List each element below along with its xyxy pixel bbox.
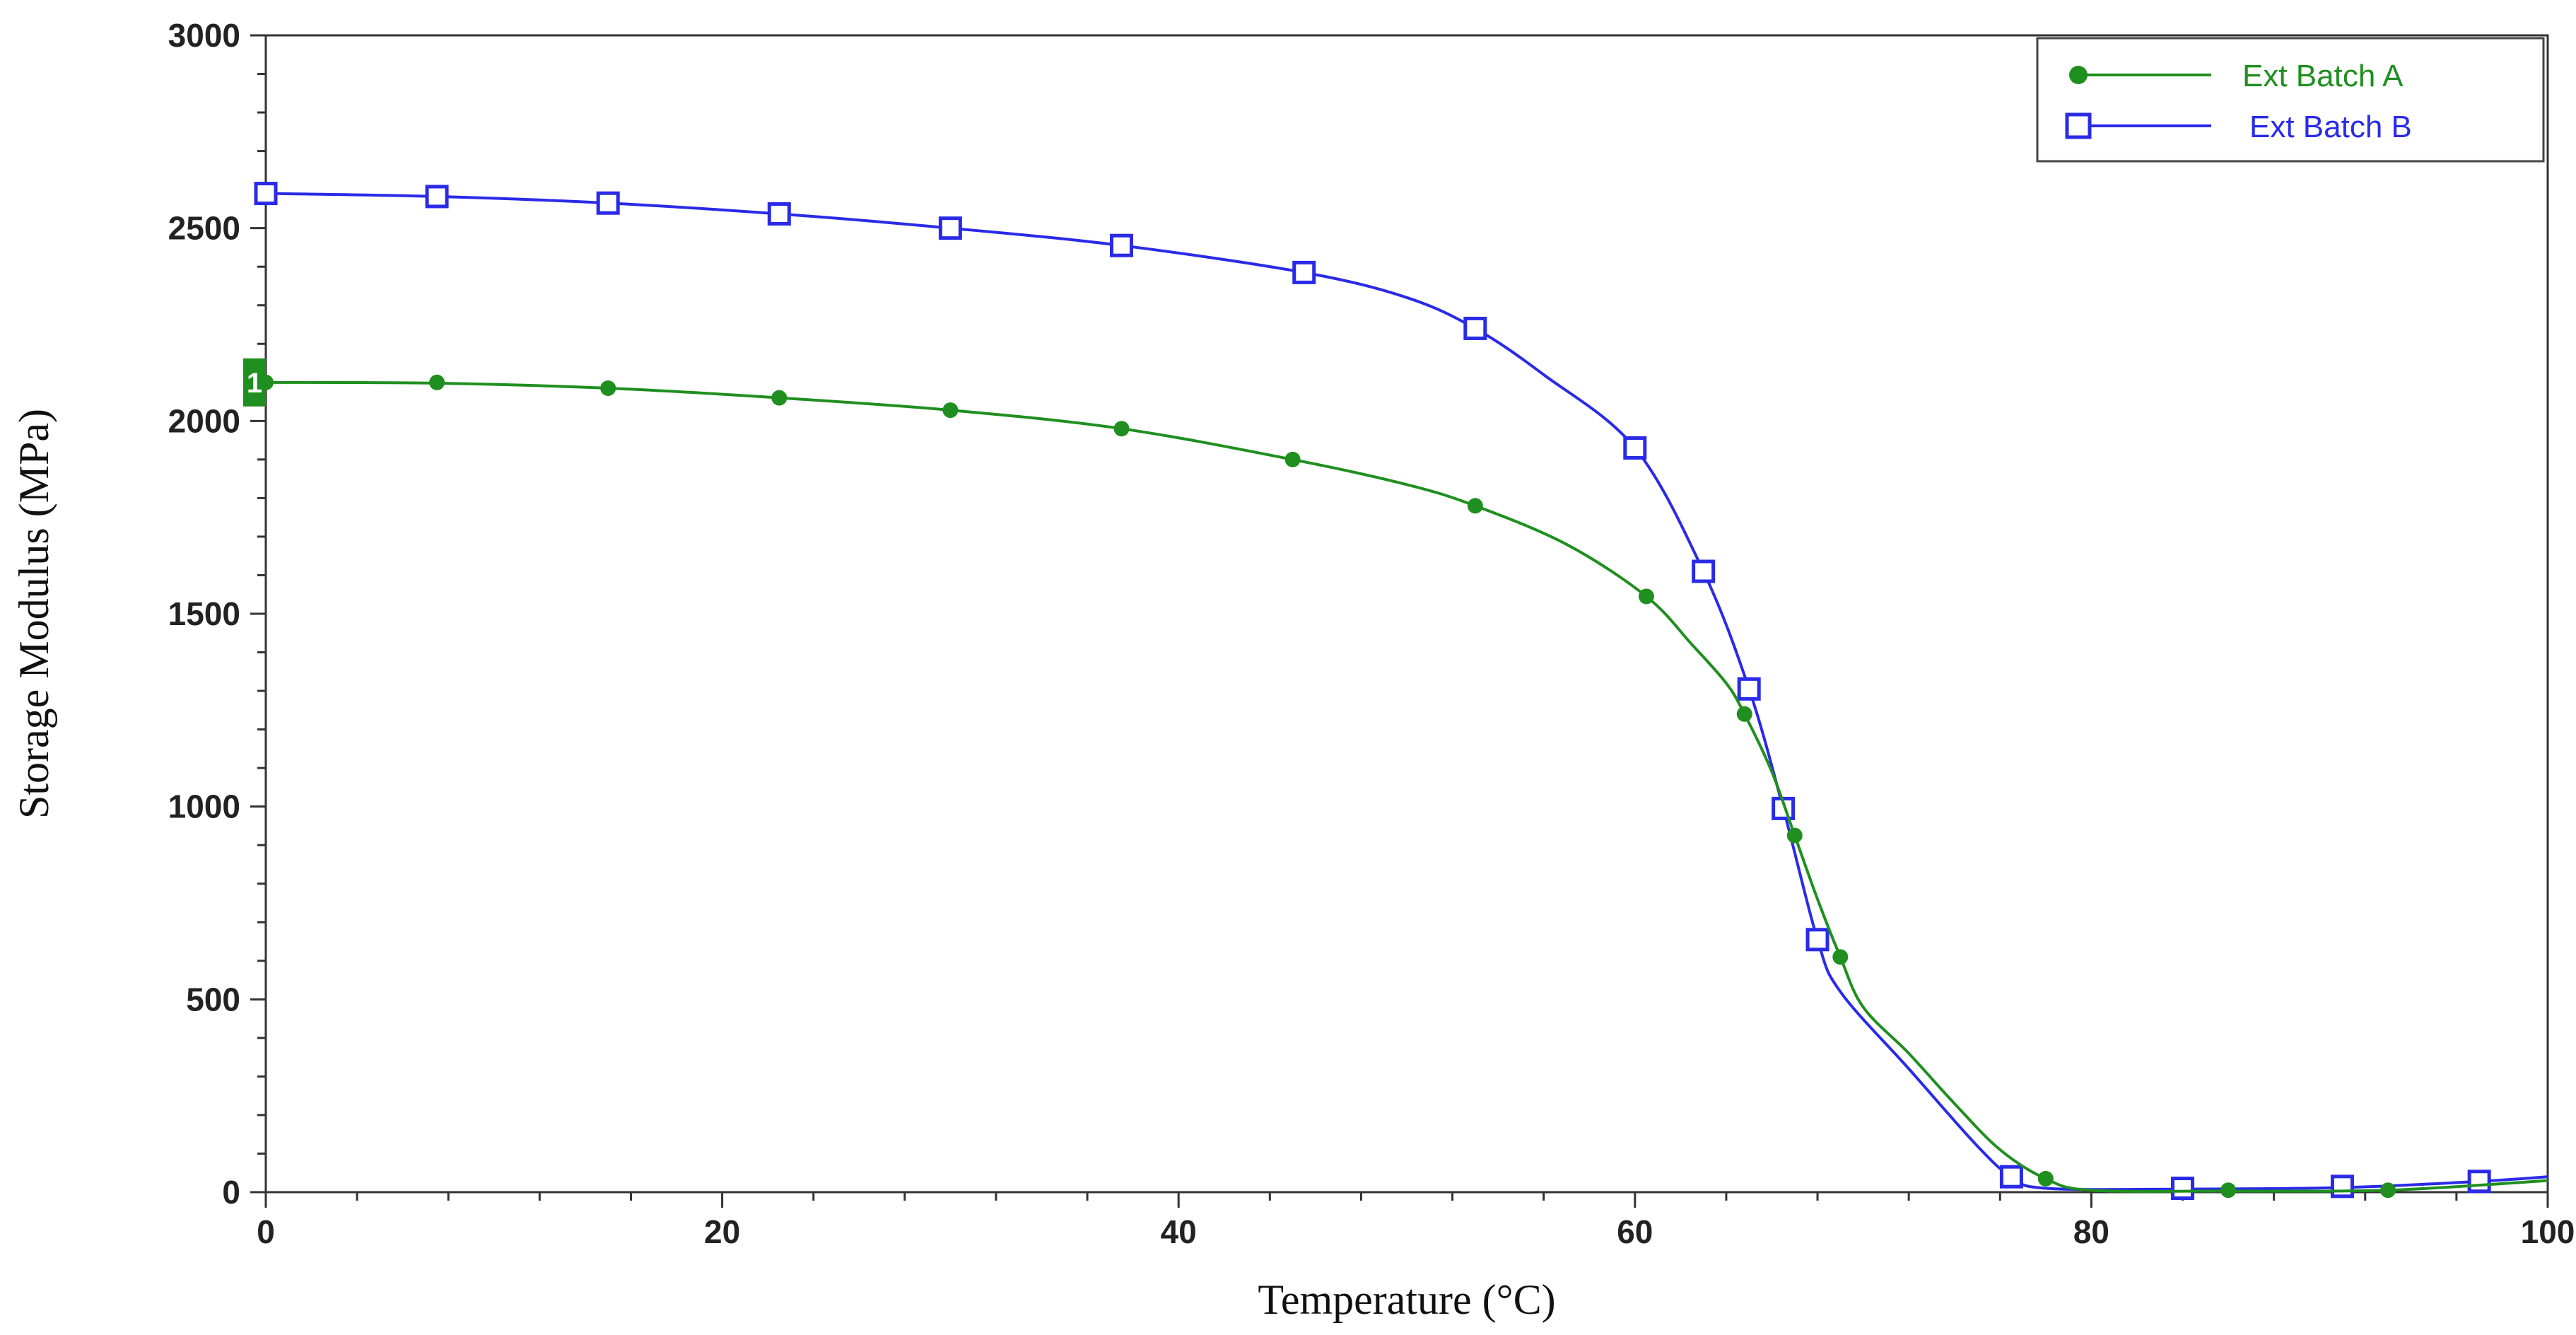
y-tick-label: 3000 <box>168 17 240 54</box>
data-point-batch-a <box>1638 588 1654 605</box>
data-point-batch-b <box>938 216 962 240</box>
y-axis-title: Storage Modulus (MPa) <box>11 409 57 819</box>
data-point-batch-b <box>1692 559 1716 583</box>
data-point-batch-b <box>767 202 791 226</box>
data-point-batch-b <box>2467 1170 2491 1194</box>
data-point-batch-b <box>254 182 278 206</box>
data-point-batch-a <box>1467 498 1483 514</box>
legend-label-batch-b: Ext Batch B <box>2249 110 2412 144</box>
x-tick-label: 40 <box>1161 1213 1197 1250</box>
x-tick-label: 0 <box>257 1213 275 1250</box>
data-point-batch-b <box>1292 260 1316 284</box>
data-point-batch-a <box>2037 1170 2054 1187</box>
data-point-batch-b <box>596 191 620 215</box>
data-point-batch-b <box>2171 1177 2195 1201</box>
data-point-batch-b <box>1999 1165 2023 1189</box>
data-point-batch-b <box>1805 928 1829 952</box>
series-line-batch-b <box>265 192 2548 1191</box>
y-tick-label: 0 <box>222 1174 240 1211</box>
cursor-marker-box[interactable] <box>243 358 266 407</box>
y-tick-label: 2500 <box>168 210 240 247</box>
series-batch-b <box>254 182 2548 1201</box>
data-point-batch-a <box>1284 451 1301 467</box>
legend-marker-batch-a <box>2069 66 2088 84</box>
data-point-batch-a <box>1786 827 1803 844</box>
data-point-batch-a <box>2380 1182 2396 1199</box>
legend-label-batch-a: Ext Batch A <box>2242 59 2404 93</box>
data-point-batch-b <box>1737 677 1761 701</box>
legend-entry-batch-b[interactable]: Ext Batch B <box>2065 110 2412 144</box>
y-tick-label: 1000 <box>168 788 240 825</box>
legend-box <box>2036 37 2545 163</box>
y-axis-ticks: 0 500 1000 1500 2000 2500 3000 <box>168 17 266 1211</box>
x-axis-title: Temperature (°C) <box>1258 1276 1555 1323</box>
data-point-batch-a <box>1113 421 1130 437</box>
data-point-batch-a <box>2220 1182 2237 1199</box>
x-tick-label: 20 <box>704 1213 740 1250</box>
cursor-marker-label: 1 <box>247 368 262 399</box>
data-point-batch-a <box>942 402 959 419</box>
data-point-batch-a <box>1832 949 1849 965</box>
data-point-batch-b <box>425 185 449 209</box>
legend-marker-batch-b <box>2065 112 2092 139</box>
series-layer <box>254 182 2548 1201</box>
data-point-batch-a <box>1736 706 1752 722</box>
x-tick-label: 100 <box>2521 1213 2575 1250</box>
data-point-batch-a <box>429 374 445 390</box>
data-point-batch-b <box>1623 436 1647 460</box>
data-point-batch-b <box>2330 1174 2354 1199</box>
y-tick-label: 2000 <box>168 402 240 439</box>
x-tick-label: 60 <box>1617 1213 1653 1250</box>
x-tick-label: 80 <box>2073 1213 2109 1250</box>
data-point-batch-a <box>771 390 788 406</box>
cursor-marker[interactable]: 1 <box>243 358 266 407</box>
data-point-batch-b <box>1463 316 1487 340</box>
data-point-batch-b <box>1110 233 1133 257</box>
legend: Ext Batch A Ext Batch B <box>2036 37 2545 163</box>
series-batch-a <box>258 374 2548 1199</box>
legend-entry-batch-a[interactable]: Ext Batch A <box>2069 59 2404 93</box>
data-point-batch-a <box>600 380 616 396</box>
y-tick-label: 500 <box>186 981 240 1018</box>
y-tick-label: 1500 <box>168 595 240 632</box>
